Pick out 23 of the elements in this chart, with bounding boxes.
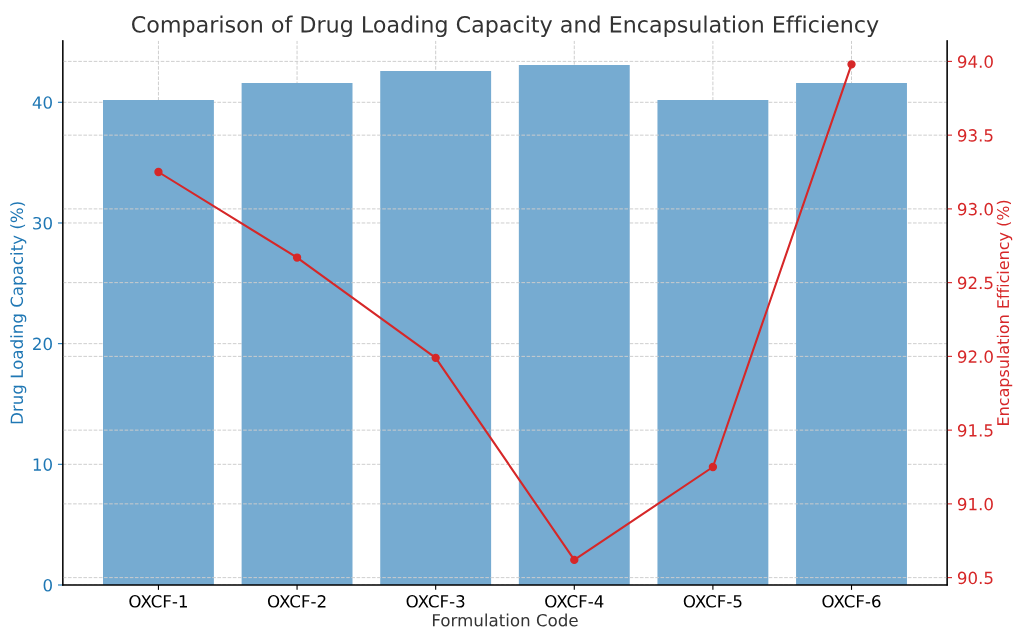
y2-tick-label: 93.0	[957, 202, 993, 216]
y2-tick-label: 92.5	[957, 276, 993, 290]
y-tick-label: 10	[33, 458, 52, 471]
x-tick-label: OXCF-2	[267, 595, 326, 608]
y2-tick-label: 92.0	[957, 350, 993, 363]
y-tick-label: 20	[33, 337, 52, 351]
x-tick-label: OXCF-3	[406, 595, 465, 608]
x-tick-label: OXCF-4	[545, 595, 604, 608]
y2-tick-label: 94.0	[957, 55, 993, 68]
y2-tick-label: 91.0	[957, 497, 993, 511]
y2-tick-label: 90.5	[957, 571, 993, 585]
x-tick-label: OXCF-5	[683, 595, 742, 608]
x-tick-label: OXCF-1	[129, 595, 187, 608]
chart-title: Comparison of Drug Loading Capacity and Encapsulation Efficiency	[132, 15, 879, 38]
x-tick-label: OXCF-6	[822, 595, 881, 608]
y2-tick-label: 93.5	[957, 129, 993, 142]
y2-tick-label: 91.5	[957, 424, 993, 437]
y2-axis-title: Encapsulation Efficiency (%)	[996, 200, 1013, 425]
y-tick-label: 40	[32, 96, 52, 109]
y-tick-label: 30	[33, 216, 52, 230]
y-axis-title: Drug Loading Capacity (%)	[10, 202, 27, 424]
y-tick-label: 0	[43, 578, 52, 592]
x-axis-title: Formulation Code	[432, 613, 578, 627]
